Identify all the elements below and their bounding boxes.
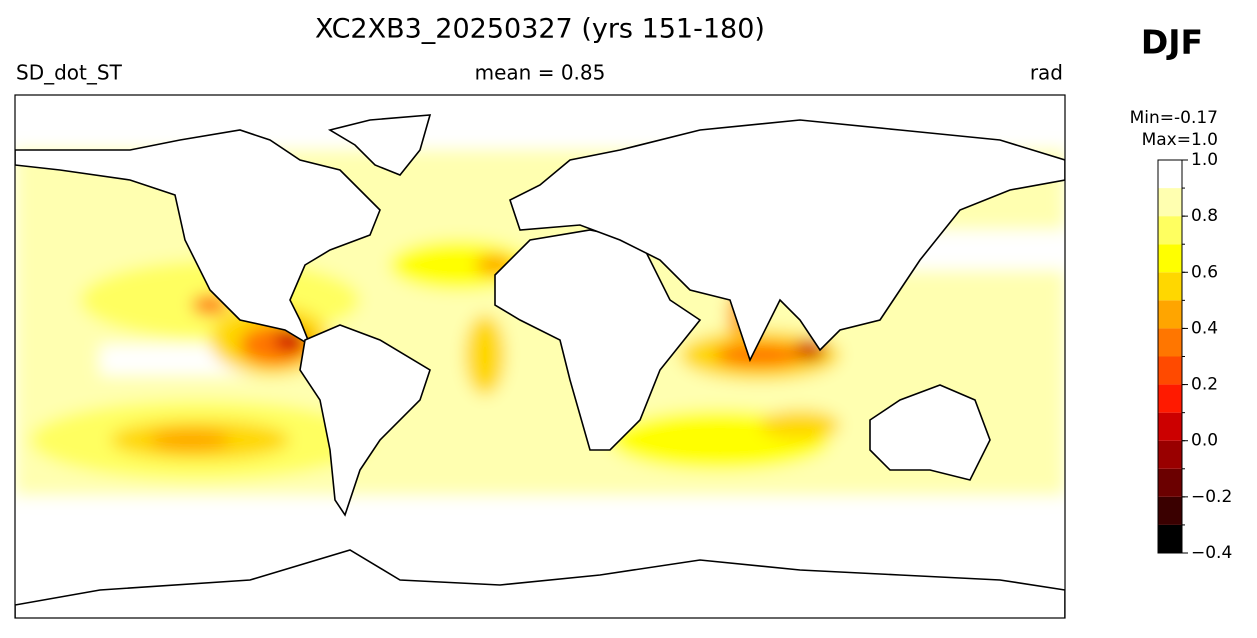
- colorbar-band: [1158, 496, 1182, 525]
- colorbar-tick-label: 0.0: [1191, 431, 1218, 451]
- colorbar-tick-label: −0.4: [1191, 543, 1232, 563]
- colorbar-tick-label: 0.4: [1191, 318, 1218, 338]
- colorbar-tick-label: 0.6: [1191, 262, 1218, 282]
- map: [15, 95, 1065, 618]
- colorbar-band: [1158, 160, 1182, 189]
- colorbar-band: [1158, 440, 1182, 469]
- colorbar-tick-label: 0.8: [1191, 206, 1218, 226]
- colorbar-band: [1158, 468, 1182, 497]
- colorbar-tick-label: 1.0: [1191, 150, 1218, 170]
- colorbar-band: [1158, 244, 1182, 273]
- left-label: SD_dot_ST: [16, 61, 123, 85]
- center-label: mean = 0.85: [475, 61, 606, 85]
- right-label: rad: [1030, 61, 1063, 85]
- min-label: Min=-0.17: [1130, 108, 1218, 128]
- colorbar-band: [1158, 272, 1182, 301]
- max-label: Max=1.0: [1142, 130, 1218, 150]
- title: XC2XB3_20250327 (yrs 151-180): [315, 14, 765, 45]
- map-frame: [14, 94, 1066, 619]
- colorbar-band: [1158, 216, 1182, 245]
- colorbar-band: [1158, 356, 1182, 385]
- colorbar-band: [1158, 300, 1182, 329]
- colorbar-band: [1158, 328, 1182, 357]
- colorbar-tick-label: 0.2: [1191, 375, 1218, 395]
- colorbar-band: [1158, 412, 1182, 441]
- season: DJF: [1141, 23, 1203, 62]
- colorbar-tick-label: −0.2: [1191, 487, 1232, 507]
- colorbar-band: [1158, 188, 1182, 217]
- colorbar-band: [1158, 384, 1182, 413]
- colorbar-band: [1158, 524, 1182, 553]
